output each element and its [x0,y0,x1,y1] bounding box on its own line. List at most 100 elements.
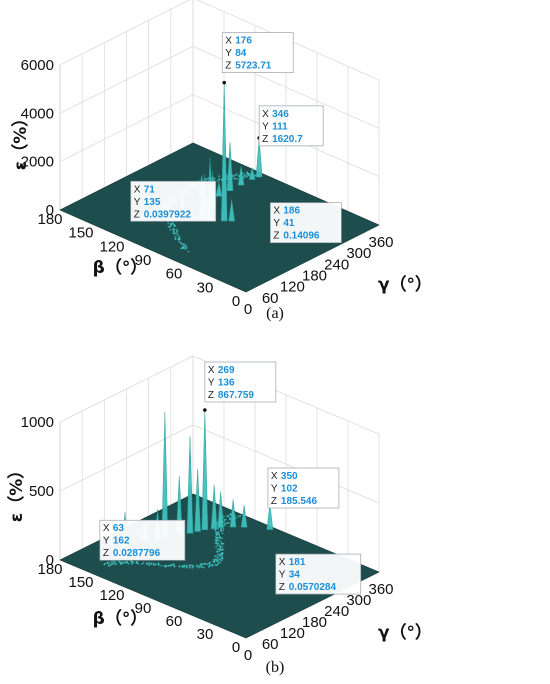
ridge-point [199,566,201,568]
ridge-point [209,564,211,567]
z-tick-label: 4000 [21,105,54,122]
y-axis-label: β（°） [93,257,148,278]
ridge-point [217,562,220,565]
ridge-point [222,548,225,551]
spike-mark [248,167,256,180]
z-tick-label: 0 [46,552,54,569]
ridge-point [221,555,224,558]
datatip-key: Y [279,570,286,581]
datatip-key: Z [103,548,109,559]
y-tick-label: 0 [232,639,240,656]
ridge-point [188,564,191,567]
y-tick-label: 180 [37,561,62,578]
ridge-point [197,566,200,569]
panel-caption: (a) [266,305,284,322]
ridge-point [215,531,218,534]
ridge-point [183,245,185,248]
y-tick-label: 150 [68,225,93,242]
datatip-key: Z [208,390,214,401]
ridge-point [167,225,170,228]
ridge-point [119,561,121,563]
datatip-box [130,180,217,222]
ridge-point [214,555,217,558]
ridge-point [227,521,230,524]
ridge-point [227,515,229,517]
ridge-point [170,563,173,566]
datatip-value: 350 [281,471,298,482]
ridge-point [145,562,148,564]
ridge-point [152,562,155,565]
ridge-point [117,560,120,563]
ridge-point [204,562,207,565]
ridge-point [217,528,220,530]
ridge-point [206,563,209,565]
x-tick-label: 180 [302,614,327,631]
ridge-point [112,561,115,564]
ridge-point [216,553,219,556]
y-tick-label: 90 [135,600,152,617]
datatip-value: 71 [144,184,156,195]
ridge-point [190,564,193,567]
ridge-point [173,565,176,568]
ridge-point [221,545,224,548]
ridge-point [216,544,219,547]
ridge-point [171,228,174,231]
z-tick-label: 6000 [21,57,54,74]
ridge-point [239,514,242,517]
ridge-point [183,564,186,567]
ridge-point [191,566,194,569]
ridge-point [115,563,118,565]
datatip-value: 136 [218,377,235,388]
ridge-point [171,222,174,225]
datatip-marker [203,408,207,412]
ridge-point [168,226,171,229]
datatip-key: Z [273,231,279,242]
ridge-point [141,563,143,565]
datatip-value: 0.14096 [283,231,320,242]
spike-mark [161,412,169,537]
x-axis-label: γ（°） [378,622,432,643]
ridge-point [216,558,218,561]
ridge-point [220,552,223,555]
ridge-point [222,529,224,532]
ridge-point [246,175,248,178]
spike-mark [215,181,223,197]
spike-mark [186,436,194,534]
ridge-point [223,520,226,523]
ridge-point [247,172,250,175]
x-tick-label: 240 [324,256,349,273]
ridge-point [219,558,222,561]
ridge-point [218,539,221,542]
ridge-point [181,243,183,246]
x-tick-label: 120 [280,279,305,296]
ridge-point [221,537,224,540]
ridge-point [184,244,187,247]
ridge-point [211,563,213,566]
ridge-point [218,175,220,178]
ridge-point [160,564,163,567]
y-tick-label: 180 [37,211,62,228]
spike-mark [210,484,218,530]
ridge-point [177,240,180,243]
y-tick-label: 60 [166,266,183,283]
wall-grid-z [59,0,380,81]
ridge-point [182,243,185,245]
ridge-point [124,562,127,564]
ridge-point [217,559,220,562]
ridge-point [157,562,160,565]
ridge-point [108,565,110,567]
datatip-key: Z [271,496,277,507]
ridge-point [215,546,218,548]
ridge-point [217,557,220,559]
x-axis-label: γ（°） [378,274,432,295]
ridge-point [126,560,128,563]
ridge-point [220,528,223,531]
x-tick-label: 360 [368,234,393,251]
ridge-point [177,233,179,236]
ridge-point [185,564,188,567]
ridge-point [224,518,227,521]
ridge-point [254,174,257,177]
ridge-point [104,562,106,565]
ridge-point [217,536,220,539]
ridge-point [221,548,223,551]
